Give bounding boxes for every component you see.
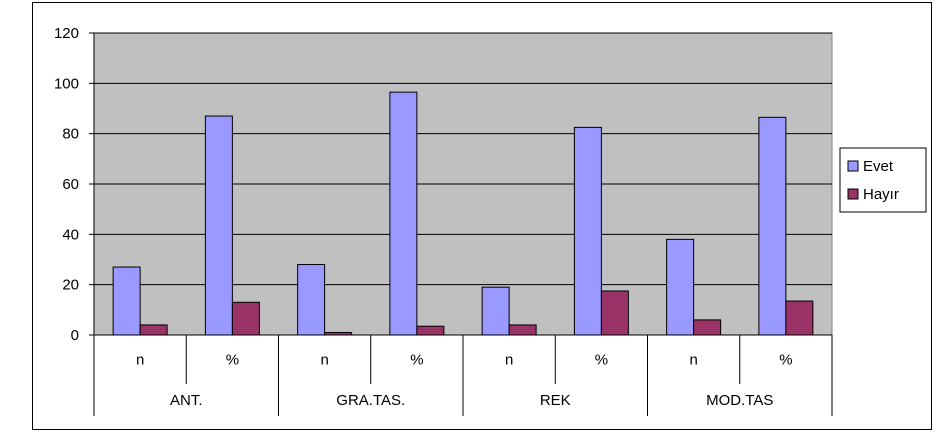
bar-evet-4 [481,286,510,336]
y-tick-label: 80 [62,126,79,143]
bar-hay-r-0 [139,324,168,336]
bar-evet-1 [204,115,233,336]
x-group-label: MOD.TAS [706,392,773,409]
x-tick-label: % [410,352,423,369]
bar-hay-r-7 [785,300,814,336]
legend-label: Evet [863,158,894,175]
y-tick-label: 120 [54,25,79,42]
x-tick-label: n [505,352,513,369]
x-axis-table: n% n% n% n % ANT. GRA.TAS. REK MOD.TAS [93,334,833,416]
x-tick-label: % [595,352,608,369]
bar-evet-5 [573,126,602,336]
bar-hay-r-4 [508,324,537,336]
x-group-label: ANT. [170,392,203,409]
legend: Evet Hayır [839,147,927,213]
y-tick-label: 40 [62,226,79,243]
y-tick-label: 20 [62,277,79,294]
legend-swatch [847,160,859,172]
legend-box [839,147,927,213]
x-group-label: REK [540,392,571,409]
legend-swatch [847,188,859,200]
bars [112,91,814,336]
x-tick-label: % [226,352,239,369]
x-tick-label: % [779,352,792,369]
x-tick-label: n [689,352,697,369]
bar-evet-7 [758,116,787,336]
bar-evet-3 [389,91,418,336]
x-group-label: GRA.TAS. [336,392,405,409]
bar-hay-r-3 [416,325,445,336]
bar-evet-6 [666,238,695,336]
bar-hay-r-6 [693,319,722,336]
bar-evet-2 [297,264,326,336]
x-tick-label: n [136,352,144,369]
bar-hay-r-1 [231,301,260,336]
y-tick-label: 100 [54,75,79,92]
x-tick-label: n [320,352,328,369]
y-tick-label: 0 [71,327,79,344]
y-axis-ticks: 0 20 40 60 80 100 120 [54,25,95,344]
legend-label: Hayır [863,186,899,203]
bar-evet-0 [112,266,141,336]
y-tick-label: 60 [62,176,79,193]
bar-hay-r-5 [600,290,629,336]
